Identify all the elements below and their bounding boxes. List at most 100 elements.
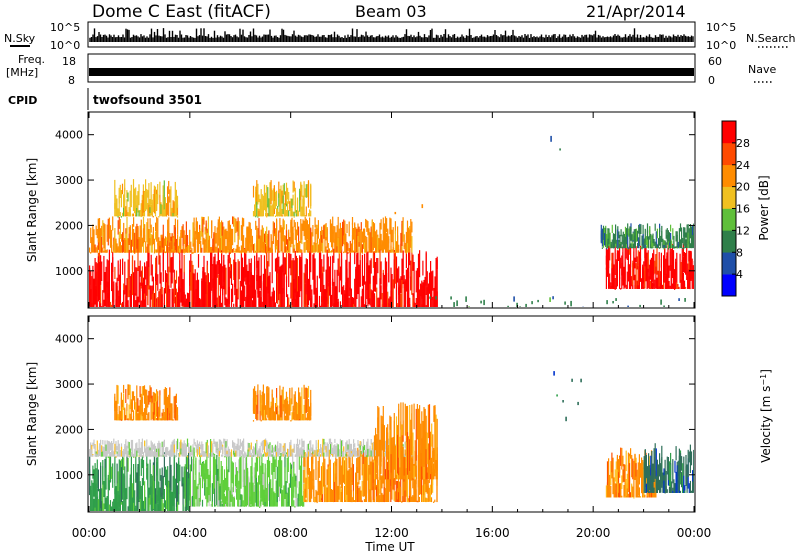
radar-return-1-3 [103, 451, 105, 457]
radar-return-0-1 [90, 252, 92, 254]
radar-return-1-3 [175, 443, 178, 457]
freq-tick-top: 18 [62, 55, 76, 68]
nave-tick-top: 60 [708, 55, 722, 68]
radar-return-1-1 [262, 474, 264, 486]
radar-return-0-1 [177, 219, 179, 235]
radar-return-1-2 [366, 473, 368, 502]
radar-return-1-2 [311, 482, 313, 499]
radar-return-0-1 [108, 226, 110, 236]
radar-return-1-3 [127, 441, 129, 449]
radar-return-1-1 [253, 491, 255, 507]
radar-return-0-1 [279, 250, 281, 253]
radar-return-0-1 [140, 230, 142, 253]
radar-return-1-6 [279, 405, 281, 421]
radar-return-1-0 [157, 456, 159, 501]
radar-return-0-1 [164, 251, 167, 254]
radar-return-0-6 [634, 232, 636, 249]
radar-return-0-1 [379, 250, 381, 253]
radar-return-1-4 [394, 445, 396, 480]
radar-return-0-0 [128, 276, 130, 297]
radar-return-1-8 [690, 451, 693, 466]
radar-return-1-0 [98, 488, 101, 511]
radar-return-1-2 [304, 460, 306, 492]
radar-return-1-8 [677, 465, 679, 484]
colorbar-tick-label: 20 [736, 181, 750, 194]
velocity-data [89, 371, 694, 511]
radar-return-0-6 [659, 247, 661, 249]
radar-return-0-3 [301, 206, 303, 217]
radar-return-1-4 [415, 408, 417, 461]
radar-return-0-2 [149, 207, 151, 217]
radar-return-0-6 [668, 242, 671, 249]
radar-return-1-5 [172, 419, 174, 421]
radar-return-0-1 [387, 229, 389, 248]
radar-return-1-1 [207, 475, 209, 503]
radar-return-1-3 [357, 455, 359, 458]
radar-return-0-0 [147, 285, 149, 305]
radar-return-1-1 [258, 475, 260, 507]
radar-return-1-4 [404, 472, 406, 480]
radar-return-0-1 [157, 218, 159, 246]
radar-return-0-0 [367, 251, 369, 268]
radar-return-0-0 [305, 258, 307, 306]
radar-return-1-0 [166, 482, 168, 510]
radar-return-0-7 [684, 298, 686, 302]
radar-return-0-0 [411, 248, 413, 295]
radar-return-1-2 [358, 453, 360, 485]
radar-return-0-1 [266, 241, 268, 253]
radar-return-0-3 [255, 192, 257, 217]
radar-return-1-3 [191, 449, 193, 456]
radar-return-0-5 [648, 276, 650, 289]
radar-return-1-6 [298, 387, 300, 411]
radar-return-0-1 [368, 228, 370, 249]
radar-return-0-1 [92, 224, 94, 247]
radar-return-1-3 [284, 446, 286, 454]
radar-return-0-0 [105, 266, 107, 307]
radar-return-0-2 [173, 201, 175, 217]
radar-return-0-0 [160, 306, 162, 307]
radar-return-1-3 [190, 451, 192, 457]
radar-return-0-0 [243, 267, 245, 302]
radar-return-1-2 [307, 476, 309, 490]
radar-return-1-3 [138, 439, 140, 451]
radar-return-0-2 [124, 199, 126, 217]
radar-return-1-3 [111, 443, 113, 448]
radar-return-1-0 [153, 475, 156, 511]
radar-return-1-0 [104, 458, 106, 477]
radar-return-0-0 [146, 261, 148, 296]
radar-return-1-3 [270, 453, 272, 457]
radar-return-0-1 [355, 235, 357, 253]
radar-return-0-1 [122, 232, 124, 253]
radar-return-1-6 [263, 403, 266, 415]
radar-return-1-1 [260, 499, 262, 507]
nave-tick-bottom: 0 [708, 74, 715, 87]
y-tick-label: 2000 [55, 219, 83, 232]
radar-return-0-1 [243, 235, 245, 253]
radar-return-0-0 [160, 300, 162, 307]
radar-return-0-1 [296, 242, 299, 253]
radar-return-1-6 [271, 404, 273, 421]
radar-return-0-0 [398, 287, 400, 307]
radar-return-0-0 [393, 250, 395, 288]
freq-trace [89, 68, 694, 76]
radar-return-0-1 [366, 220, 368, 232]
radar-return-0-6 [664, 240, 666, 248]
radar-return-0-0 [255, 289, 257, 307]
radar-return-1-3 [116, 453, 118, 457]
radar-return-0-7 [627, 305, 629, 307]
radar-return-0-1 [277, 240, 279, 253]
radar-return-0-0 [431, 271, 433, 307]
radar-return-1-0 [186, 485, 189, 507]
radar-return-0-0 [364, 253, 366, 285]
radar-return-0-7 [570, 300, 572, 307]
radar-return-0-6 [670, 233, 672, 240]
radar-return-0-3 [258, 210, 260, 217]
radar-return-0-3 [283, 213, 285, 217]
radar-return-1-4 [412, 432, 414, 456]
radar-return-0-0 [193, 273, 195, 299]
radar-return-0-0 [141, 284, 143, 307]
radar-return-1-3 [201, 441, 203, 456]
radar-return-0-1 [298, 226, 300, 245]
radar-return-1-4 [390, 416, 392, 455]
radar-return-0-1 [120, 245, 123, 253]
